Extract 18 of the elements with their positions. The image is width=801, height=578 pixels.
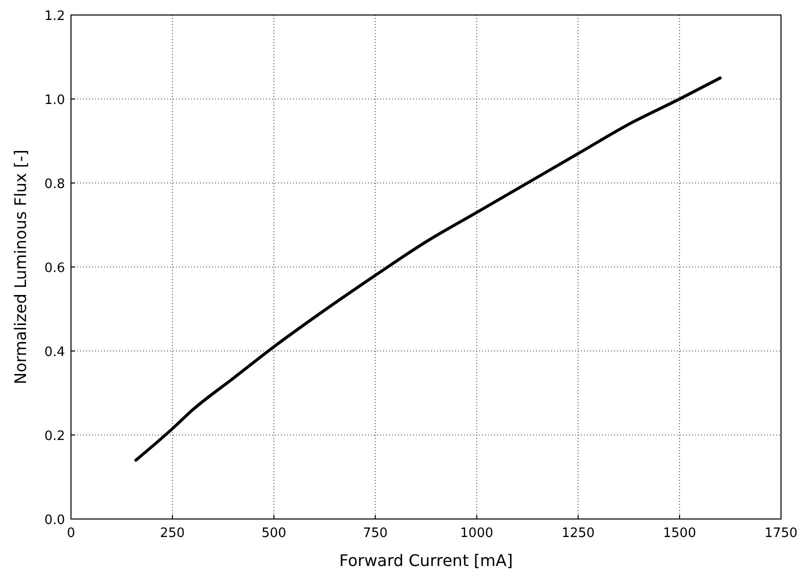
x-tick-label: 500 [261,526,286,541]
y-tick-label: 0.4 [44,345,65,360]
y-axis-title: Normalized Luminous Flux [-] [11,150,30,384]
x-tick-label: 750 [362,526,388,541]
x-axis-title: Forward Current [mA] [339,551,513,570]
y-tick-label: 0.8 [44,177,65,192]
x-tick-label: 250 [160,526,185,541]
y-tick-label: 0.2 [44,429,65,444]
x-tick-label: 1000 [460,526,494,541]
y-tick-label: 1.2 [44,9,65,24]
line-series [134,76,722,462]
y-tick-label: 0.0 [44,513,65,528]
y-tick-label: 0.6 [44,261,65,276]
x-tick-label: 1250 [562,526,595,541]
y-tick-label: 1.0 [44,93,65,108]
x-tick-label: 1500 [663,526,696,541]
x-tick-label: 0 [66,526,76,541]
x-tick-label: 1750 [764,526,798,541]
